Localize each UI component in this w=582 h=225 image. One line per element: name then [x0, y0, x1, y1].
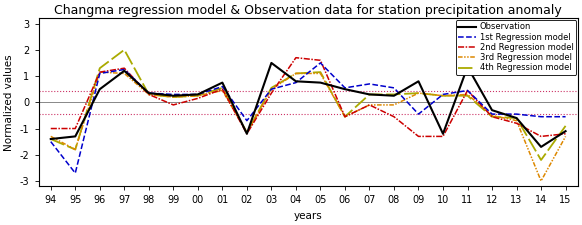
Title: Changma regression model & Observation data for station precipitation anomaly: Changma regression model & Observation d… — [54, 4, 562, 17]
X-axis label: years: years — [294, 211, 322, 221]
Y-axis label: Normalized values: Normalized values — [4, 54, 14, 151]
Legend: Observation, 1st Regression model, 2nd Regression model, 3rd Regression model, 4: Observation, 1st Regression model, 2nd R… — [456, 20, 576, 75]
